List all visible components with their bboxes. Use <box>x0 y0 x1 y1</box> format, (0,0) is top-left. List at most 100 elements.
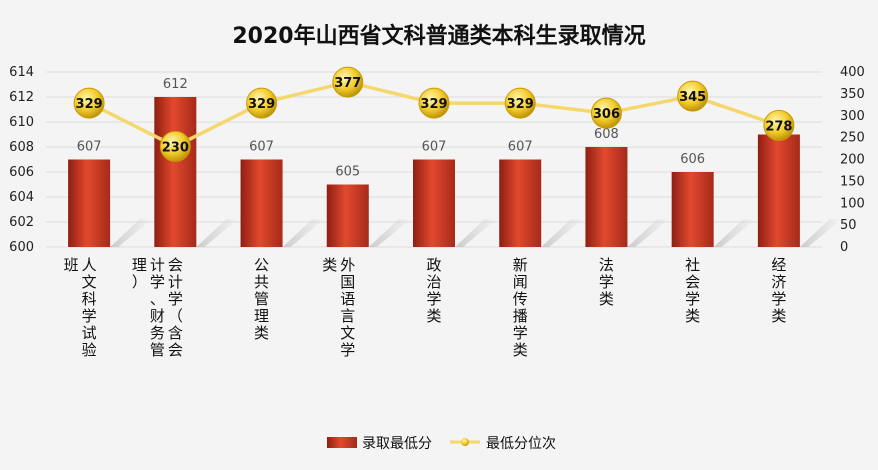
category-label-char: 学 <box>771 290 786 308</box>
bar-value-label: 607 <box>249 140 274 155</box>
bar-shadows <box>110 219 842 247</box>
category-label-char: 人 <box>82 256 97 274</box>
line-point-label: 329 <box>420 97 447 112</box>
category-label-char: 理 <box>132 256 147 274</box>
category-label-char: （ <box>168 307 183 325</box>
y-left-tick-label: 606 <box>9 165 34 180</box>
y-left-tick-label: 600 <box>9 240 34 255</box>
category-label-char: 管 <box>150 341 165 359</box>
category-label-char: 类 <box>685 307 700 325</box>
bar-value-label: 606 <box>680 152 705 167</box>
category-label-char: 科 <box>82 290 97 308</box>
legend: 录取最低分 最低分位次 <box>327 436 556 452</box>
category-label-char: 会 <box>168 341 183 359</box>
y-right-tick-label: 200 <box>840 153 865 168</box>
category-label-char: 含 <box>168 324 183 342</box>
category-label-char: 验 <box>82 341 97 359</box>
category-label-char: 传 <box>513 290 528 308</box>
legend-line-label: 最低分位次 <box>486 436 556 452</box>
y-left-tick-label: 610 <box>9 115 34 130</box>
bar <box>240 159 283 247</box>
bar-value-label: 607 <box>422 140 447 155</box>
legend-bar-swatch <box>327 437 357 448</box>
category-label-char: 管 <box>254 290 269 308</box>
y-right-tick-label: 50 <box>840 218 857 233</box>
category-label-char: 学 <box>685 290 700 308</box>
y-left-tick-label: 604 <box>9 190 34 205</box>
bar <box>585 147 628 247</box>
category-label-char: 社 <box>685 256 700 274</box>
category-label-char: 务 <box>150 324 165 342</box>
category-label-char: 会 <box>168 256 183 274</box>
bar-shadow <box>110 219 153 247</box>
bar-shadow <box>799 219 842 247</box>
category-label-char: 文 <box>340 324 355 342</box>
category-label-char: 类 <box>254 324 269 342</box>
y-right-tick-label: 350 <box>840 87 865 102</box>
bar-shadow <box>455 219 497 247</box>
y-left-tick-label: 612 <box>9 90 34 105</box>
bar-shadow <box>627 219 670 247</box>
category-label-char: 经 <box>771 256 786 274</box>
line-point-label: 278 <box>765 119 792 134</box>
category-label-char: 共 <box>254 273 269 291</box>
category-label-char: 理 <box>254 307 269 325</box>
y-right-tick-label: 150 <box>840 174 865 189</box>
category-label-char: 学 <box>426 290 441 308</box>
line-point <box>73 87 105 119</box>
line-point <box>332 66 364 98</box>
bar-shadow <box>368 219 411 247</box>
y-right-tick-label: 300 <box>840 109 865 124</box>
line-point <box>418 87 450 119</box>
line-point-label: 329 <box>248 97 275 112</box>
line-point <box>677 80 709 112</box>
legend-line-marker <box>461 438 469 446</box>
category-label-char: 闻 <box>513 273 528 291</box>
line-point-label: 345 <box>679 90 706 105</box>
y-left-tick-label: 602 <box>9 215 34 230</box>
line-point <box>590 97 622 129</box>
bar-shadow <box>282 219 325 247</box>
line-points: 329 230 329 377 329 329 306 345 278 <box>73 66 795 162</box>
category-label-char: 言 <box>340 307 355 325</box>
category-label-char: 类 <box>771 307 786 325</box>
category-label-char: 外 <box>340 256 355 274</box>
line-point-label: 377 <box>334 76 361 91</box>
bar-shadow <box>196 219 239 247</box>
y-axis-right: 0 50 100 150 200 250 300 350 400 <box>840 65 865 255</box>
y-right-tick-label: 400 <box>840 65 865 80</box>
category-label-char: 类 <box>426 307 441 325</box>
category-label-char: 、 <box>150 290 165 308</box>
category-label-char: 类 <box>599 290 614 308</box>
category-label-char: 语 <box>340 290 355 308</box>
category-label-char: ） <box>132 273 147 291</box>
bar-series <box>68 97 800 247</box>
category-label-char: 学 <box>150 273 165 291</box>
bar-shadow <box>541 219 584 247</box>
bar-value-label: 608 <box>594 127 619 142</box>
y-left-tick-label: 614 <box>9 65 34 80</box>
category-label-char: 学 <box>599 273 614 291</box>
line-point <box>159 130 191 162</box>
line-point-label: 329 <box>507 97 534 112</box>
category-label-char: 学 <box>340 341 355 359</box>
category-label-char: 法 <box>599 256 614 274</box>
bar-value-label: 605 <box>335 165 360 180</box>
y-axis-left: 600 602 604 606 608 610 612 614 <box>9 65 34 255</box>
bar-shadow <box>713 219 756 247</box>
bar <box>154 97 197 247</box>
category-label-char: 计 <box>150 256 165 274</box>
category-label-char: 治 <box>426 273 441 291</box>
y-right-tick-label: 0 <box>840 240 848 255</box>
category-label-char: 计 <box>168 273 183 291</box>
bar <box>413 159 455 247</box>
bar <box>499 159 542 247</box>
y-right-tick-label: 250 <box>840 131 865 146</box>
category-label-char: 公 <box>254 256 269 274</box>
bar <box>671 172 714 247</box>
category-label-char: 类 <box>513 341 528 359</box>
y-left-tick-label: 608 <box>9 140 34 155</box>
y-right-tick-label: 100 <box>840 196 865 211</box>
